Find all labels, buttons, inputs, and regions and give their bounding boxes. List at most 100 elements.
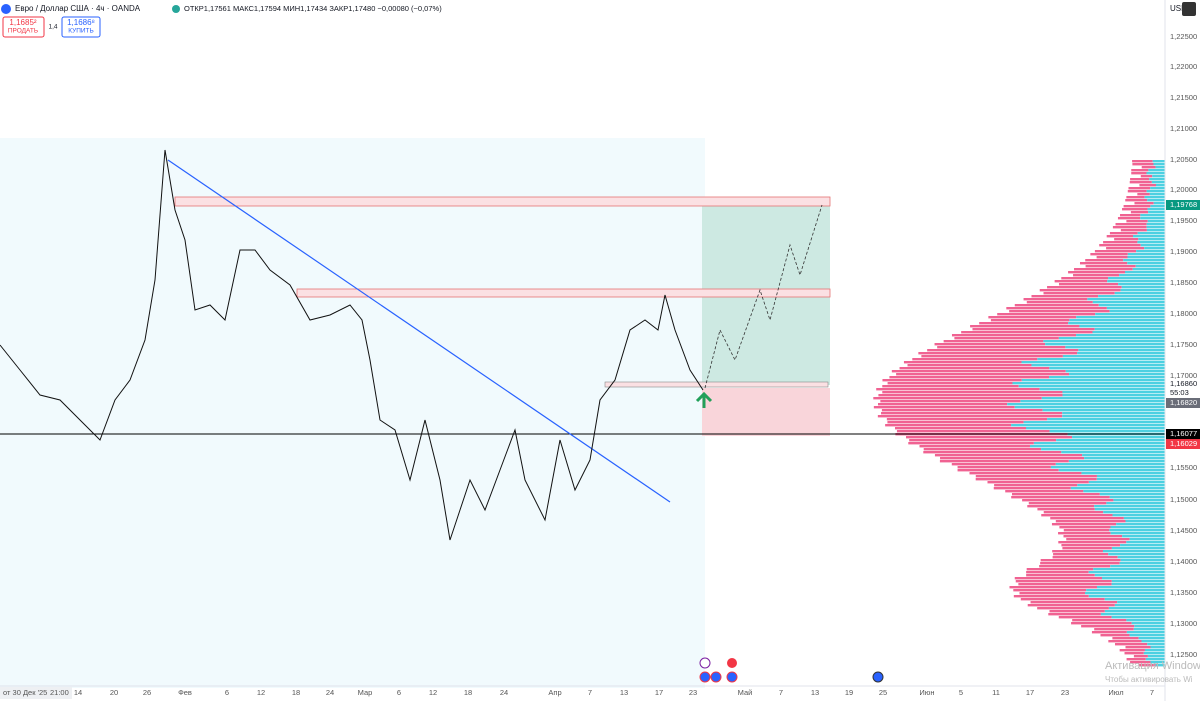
profile-bar: [1050, 466, 1165, 469]
profile-bar: [1138, 238, 1165, 241]
profile-bar: [1155, 184, 1165, 187]
profile-bar: [1134, 625, 1165, 628]
price-label: 1,17500: [1170, 340, 1197, 349]
profile-bar: [1091, 631, 1127, 634]
profile-bar: [1058, 469, 1165, 472]
profile-bar: [1106, 502, 1165, 505]
profile-bar: [1006, 307, 1107, 310]
buy-label: КУПИТЬ: [68, 28, 94, 35]
profile-bar: [975, 475, 1097, 478]
profile-bar: [891, 370, 1066, 373]
profile-bar: [882, 385, 1019, 388]
menu-button[interactable]: [1182, 2, 1196, 16]
profile-bar: [1092, 331, 1165, 334]
profile-bar: [1141, 640, 1165, 643]
profile-bar: [1129, 634, 1165, 637]
profile-bar: [1153, 163, 1165, 166]
profile-bar: [1066, 538, 1130, 541]
time-label: 12: [257, 688, 265, 697]
profile-bar: [873, 397, 1042, 400]
profile-bar: [1051, 523, 1117, 526]
profile-bar: [906, 436, 1073, 439]
profile-bar: [1110, 526, 1165, 529]
profile-bar: [1074, 268, 1133, 271]
profile-bar: [1059, 526, 1111, 529]
profile-bar: [1120, 289, 1165, 292]
profile-bar: [1068, 271, 1125, 274]
profile-bar: [1047, 286, 1122, 289]
tag-bg: [1166, 439, 1200, 449]
profile-bar: [1140, 244, 1165, 247]
price-label: 1,18500: [1170, 278, 1197, 287]
profile-bar: [1106, 307, 1165, 310]
profile-bar: [881, 412, 1063, 415]
profile-bar: [1011, 424, 1165, 427]
profile-bar: [1058, 541, 1127, 544]
resistance-zone: [174, 196, 831, 207]
profile-bar: [885, 424, 1012, 427]
profile-bar: [1049, 367, 1165, 370]
profile-bar: [1023, 421, 1165, 424]
profile-bar: [1137, 241, 1165, 244]
profile-bar: [1037, 508, 1095, 511]
profile-bar: [876, 388, 1040, 391]
profile-bar: [1132, 163, 1154, 166]
buy-button[interactable]: [61, 16, 101, 38]
time-label: 18: [464, 688, 472, 697]
profile-bar: [1079, 325, 1165, 328]
profile-bar: [1134, 202, 1154, 205]
profile-bar: [903, 361, 1022, 364]
profile-bar: [1062, 412, 1165, 415]
profile-bar: [1068, 460, 1165, 463]
profile-bar: [1137, 232, 1165, 235]
profile-bar: [887, 421, 1024, 424]
profile-bar: [1069, 373, 1165, 376]
profile-bar: [1062, 547, 1112, 550]
profile-bar: [1013, 589, 1087, 592]
profile-bar: [957, 469, 1059, 472]
profile-bar: [923, 451, 1062, 454]
profile-bar: [1058, 532, 1111, 535]
profile-bar: [1085, 592, 1165, 595]
time-label: Фев: [178, 688, 192, 697]
profile-bar: [896, 430, 1050, 433]
profile-bar: [1131, 172, 1147, 175]
profile-bar: [1108, 607, 1165, 610]
profile-bar: [1021, 379, 1165, 382]
profile-bar: [1037, 607, 1109, 610]
profile-bar: [1112, 226, 1147, 229]
profile-bar: [979, 322, 1069, 325]
profile-bar: [1149, 178, 1165, 181]
profile-bar: [886, 418, 1048, 421]
symbol-title: Евро / Доллар США · 4ч · OANDA: [15, 4, 141, 13]
profile-bar: [1147, 643, 1165, 646]
profile-bar: [873, 406, 1015, 409]
profile-bar: [1055, 463, 1165, 466]
profile-bar: [1119, 649, 1145, 652]
profile-bar: [1140, 214, 1165, 217]
price-label: 1,14000: [1170, 557, 1197, 566]
profile-bar: [1094, 628, 1134, 631]
time-label: 18: [292, 688, 300, 697]
profile-bar: [1123, 517, 1165, 520]
profile-bar: [1020, 400, 1165, 403]
profile-bar: [1114, 604, 1165, 607]
profile-bar: [1069, 319, 1165, 322]
profile-bar: [889, 376, 1050, 379]
time-label: 14: [74, 688, 82, 697]
profile-bar: [896, 373, 1070, 376]
profile-bar: [1150, 187, 1165, 190]
profile-bar: [1084, 457, 1165, 460]
profile-bar: [1104, 598, 1165, 601]
profile-bar: [1146, 226, 1165, 229]
profile-bar: [1018, 385, 1165, 388]
profile-bar: [1092, 301, 1165, 304]
profile-bar: [1028, 502, 1107, 505]
profile-bar: [1063, 529, 1110, 532]
profile-bar: [1026, 571, 1089, 574]
profile-bar: [1063, 535, 1123, 538]
sell-button[interactable]: [2, 16, 45, 38]
profile-bar: [1031, 295, 1099, 298]
profile-bar: [894, 427, 1026, 430]
profile-bar: [1068, 322, 1165, 325]
